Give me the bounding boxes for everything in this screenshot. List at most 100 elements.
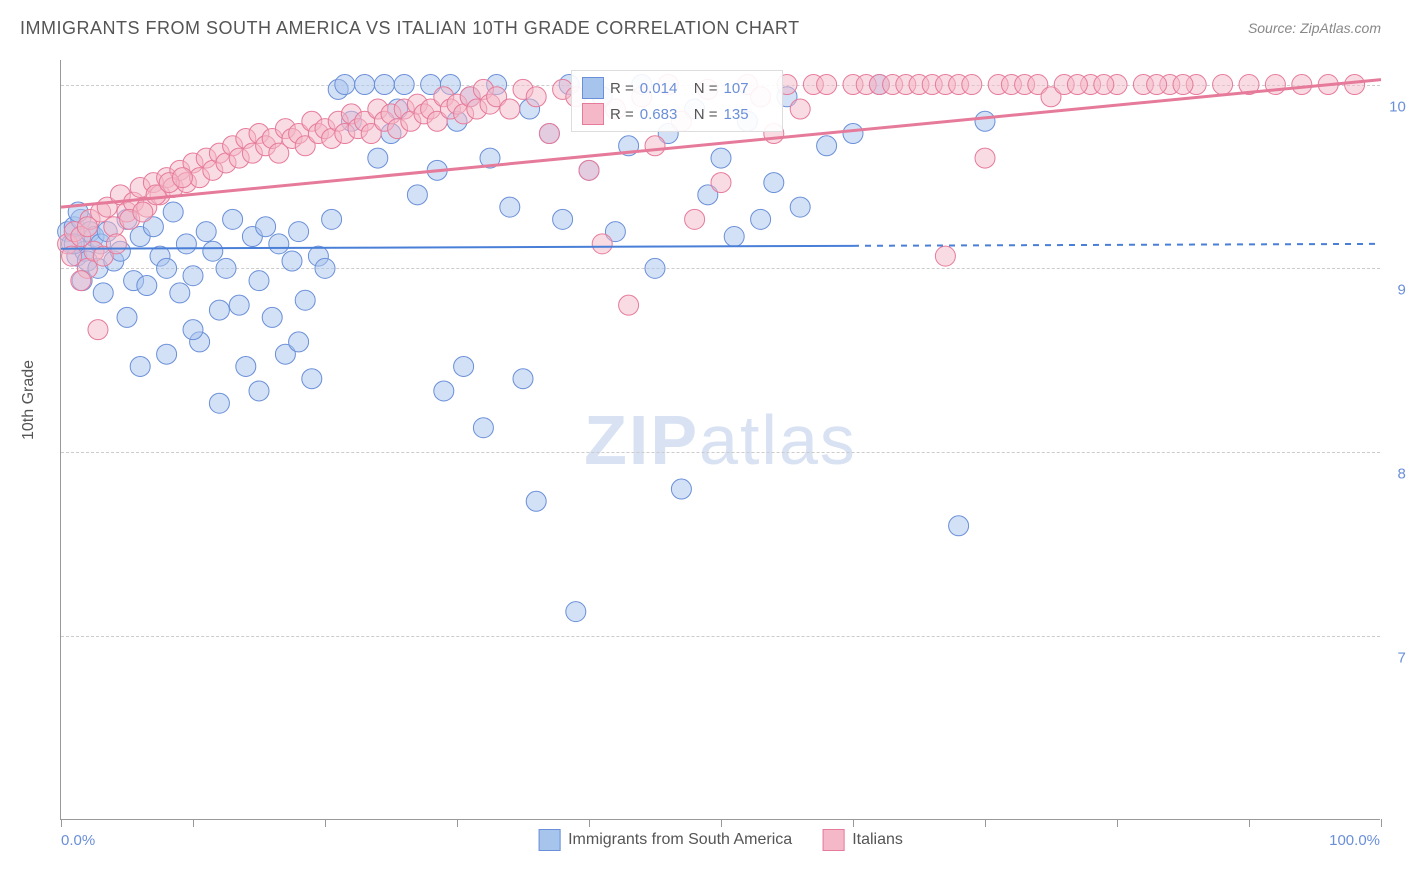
legend-n-value-1: 135 [724, 106, 772, 123]
trend-line-dashed [853, 244, 1381, 246]
data-point [817, 75, 837, 95]
data-point [163, 202, 183, 222]
data-point [209, 393, 229, 413]
data-point [117, 307, 137, 327]
chart-title: IMMIGRANTS FROM SOUTH AMERICA VS ITALIAN… [20, 18, 800, 39]
data-point [295, 290, 315, 310]
data-point [133, 202, 153, 222]
data-point [368, 148, 388, 168]
data-point [93, 283, 113, 303]
data-point [209, 300, 229, 320]
y-tick-label: 92.5% [1397, 282, 1406, 299]
data-point [256, 217, 276, 237]
data-point [289, 222, 309, 242]
legend-swatch-0 [582, 77, 604, 99]
data-point [592, 234, 612, 254]
data-point [949, 516, 969, 536]
data-point [229, 295, 249, 315]
data-point [183, 320, 203, 340]
data-point [619, 295, 639, 315]
data-point [315, 258, 335, 278]
legend-r-label: R = [610, 80, 634, 97]
data-point [157, 344, 177, 364]
data-point [764, 173, 784, 193]
data-point [236, 356, 256, 376]
y-tick-label: 100.0% [1389, 98, 1406, 115]
data-point [355, 75, 375, 95]
data-point [170, 283, 190, 303]
data-point [526, 491, 546, 511]
data-point [1094, 75, 1114, 95]
data-point [671, 479, 691, 499]
data-point [77, 217, 97, 237]
data-point [223, 209, 243, 229]
legend-r-label: R = [610, 106, 634, 123]
legend-swatch-bottom-0 [538, 829, 560, 851]
data-point [1213, 75, 1233, 95]
data-point [302, 369, 322, 389]
plot-svg [61, 60, 1380, 819]
legend-item-0: Immigrants from South America [538, 829, 792, 851]
data-point [137, 276, 157, 296]
data-point [1147, 75, 1167, 95]
data-point [407, 185, 427, 205]
data-point [526, 87, 546, 107]
data-point [962, 75, 982, 95]
y-tick-label: 85.0% [1397, 466, 1406, 483]
data-point [473, 418, 493, 438]
data-point [1067, 75, 1087, 95]
legend-item-1: Italians [822, 829, 903, 851]
data-point [394, 75, 414, 95]
data-point [216, 258, 236, 278]
data-point [1345, 75, 1365, 95]
source-label: Source: ZipAtlas.com [1248, 20, 1381, 36]
data-point [500, 197, 520, 217]
data-point [790, 197, 810, 217]
data-point [88, 320, 108, 340]
data-point [790, 99, 810, 119]
data-point [172, 168, 192, 188]
data-point [454, 356, 474, 376]
legend-r-value-1: 0.683 [640, 106, 688, 123]
data-point [579, 160, 599, 180]
data-point [249, 381, 269, 401]
data-point [843, 124, 863, 144]
data-point [751, 209, 771, 229]
data-point [685, 209, 705, 229]
data-point [711, 173, 731, 193]
data-point [434, 381, 454, 401]
data-point [262, 307, 282, 327]
data-point [183, 266, 203, 286]
data-point [249, 271, 269, 291]
data-point [645, 136, 665, 156]
correlation-legend: R = 0.014 N = 107 R = 0.683 N = 135 [571, 70, 783, 132]
legend-row-series-1: R = 0.683 N = 135 [582, 101, 772, 127]
data-point [935, 246, 955, 266]
y-axis-label: 10th Grade [20, 360, 38, 440]
data-point [724, 227, 744, 247]
data-point [106, 234, 126, 254]
data-point [269, 234, 289, 254]
data-point [335, 75, 355, 95]
data-point [196, 222, 216, 242]
data-point [322, 209, 342, 229]
data-point [539, 124, 559, 144]
legend-n-label: N = [694, 80, 718, 97]
data-point [282, 251, 302, 271]
data-point [157, 258, 177, 278]
x-min-label: 0.0% [61, 832, 95, 849]
data-point [71, 271, 91, 291]
data-point [645, 258, 665, 278]
data-point [1173, 75, 1193, 95]
data-point [176, 234, 196, 254]
legend-swatch-1 [582, 103, 604, 125]
data-point [817, 136, 837, 156]
data-point [975, 148, 995, 168]
x-max-label: 100.0% [1329, 832, 1380, 849]
data-point [975, 111, 995, 131]
series-legend: Immigrants from South America Italians [538, 829, 903, 851]
legend-swatch-bottom-1 [822, 829, 844, 851]
data-point [1292, 75, 1312, 95]
legend-r-value-0: 0.014 [640, 80, 688, 97]
data-point [130, 356, 150, 376]
